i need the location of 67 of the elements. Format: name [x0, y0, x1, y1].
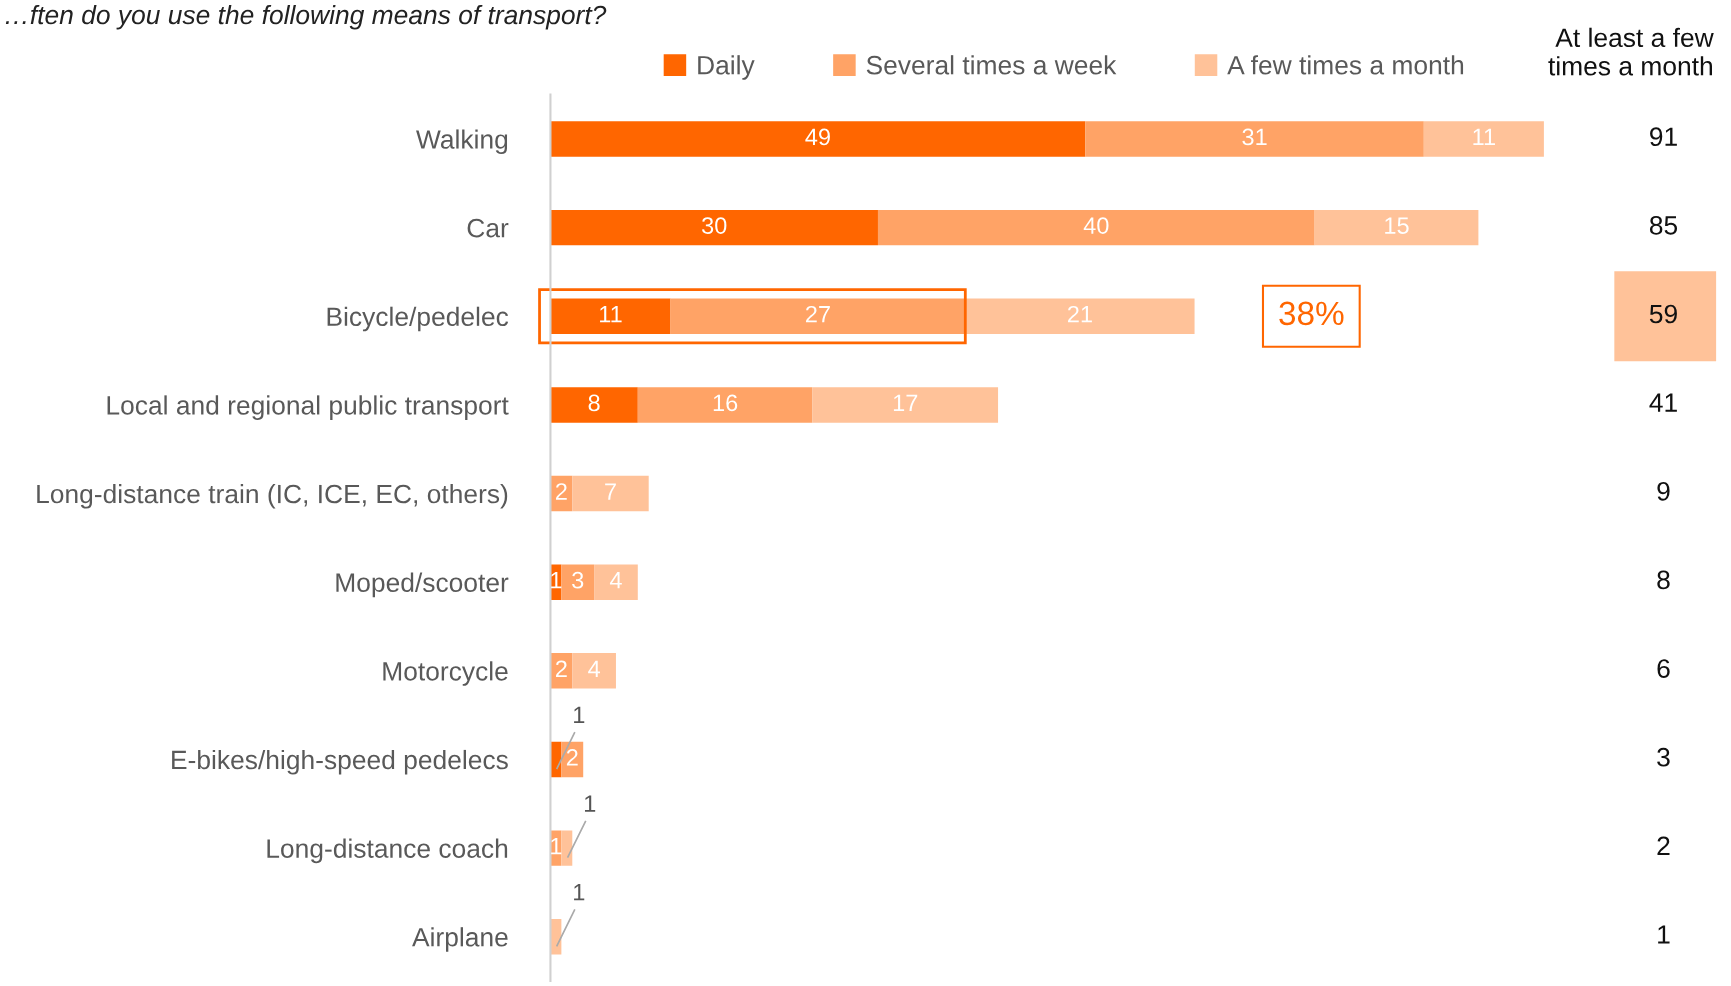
- text: 59: [1649, 304, 1677, 324]
- bar: [572, 653, 616, 689]
- data-label: 17: [893, 394, 918, 412]
- data-label: 4: [588, 660, 600, 677]
- data-label: 49: [805, 128, 830, 146]
- data-label: 1: [551, 572, 562, 589]
- legend-label: Several times a week: [866, 55, 1117, 75]
- bar: [561, 830, 573, 866]
- bar: [1314, 209, 1479, 246]
- bar: [572, 475, 649, 512]
- data-label: 1: [574, 884, 585, 901]
- legend-label: Daily: [698, 55, 755, 80]
- data-label: 31: [1242, 128, 1267, 146]
- y-tick-label: Car: [467, 218, 509, 238]
- data-label: 11: [600, 306, 622, 323]
- text: 91: [1650, 127, 1677, 147]
- bar: [1085, 121, 1424, 157]
- data-label: 15: [1385, 217, 1409, 234]
- data-label: 16: [713, 394, 738, 412]
- text: 8: [1657, 570, 1670, 590]
- data-label: 1: [584, 795, 596, 812]
- bar: [637, 387, 813, 423]
- y-tick-label: Local and regional public transport: [107, 395, 509, 420]
- bar: [1423, 121, 1544, 157]
- bar: [550, 298, 671, 334]
- bar: [550, 387, 638, 423]
- y-tick-label: E-bikes/high-speed pedelecs: [172, 749, 508, 775]
- data-label: 8: [588, 394, 600, 412]
- data-label: 2: [556, 660, 567, 677]
- data-label: 21: [1067, 305, 1092, 323]
- legend-label: A few times a month: [1227, 55, 1464, 75]
- text: 6: [1657, 659, 1670, 678]
- data-label: 30: [701, 217, 727, 234]
- data-label: 2: [566, 749, 578, 766]
- data-label: 3: [572, 571, 584, 589]
- bar: [670, 298, 966, 334]
- y-tick-label: Walking: [416, 129, 508, 155]
- bar: [965, 298, 1195, 334]
- y-tick-label: Airplane: [412, 927, 508, 952]
- y-tick-label: Long-distance coach: [267, 838, 508, 864]
- annotation: 38%: [1279, 301, 1344, 326]
- text: 1: [1658, 925, 1670, 944]
- data-label: 11: [1473, 128, 1495, 146]
- text: 85: [1649, 216, 1678, 235]
- text: At least a few times a month: [1548, 27, 1714, 76]
- bar: [594, 564, 638, 600]
- y-tick-label: Bicycle/pedelec: [327, 306, 509, 332]
- data-label: 7: [605, 483, 616, 500]
- bar: [550, 121, 1086, 157]
- bar: [812, 387, 999, 423]
- text: 41: [1649, 393, 1677, 412]
- data-label: 2: [556, 483, 567, 500]
- text: 9: [1657, 481, 1670, 501]
- bar: [550, 209, 878, 246]
- y-tick-label: Long-distance train (IC, ICE, EC, others): [37, 483, 508, 509]
- y-tick-label: Motorcycle: [383, 661, 508, 686]
- data-label: 27: [805, 305, 830, 323]
- data-label: 40: [1083, 217, 1109, 234]
- bar: [877, 209, 1315, 246]
- text: …ften do you use the following means of transport?: [5, 4, 607, 30]
- data-label: 4: [609, 572, 622, 589]
- bar: [561, 564, 595, 600]
- text: 3: [1657, 747, 1670, 767]
- text: 2: [1657, 836, 1670, 855]
- data-label: 1: [551, 837, 562, 855]
- y-tick-label: Moped/scooter: [336, 572, 509, 598]
- data-label: 1: [574, 706, 585, 724]
